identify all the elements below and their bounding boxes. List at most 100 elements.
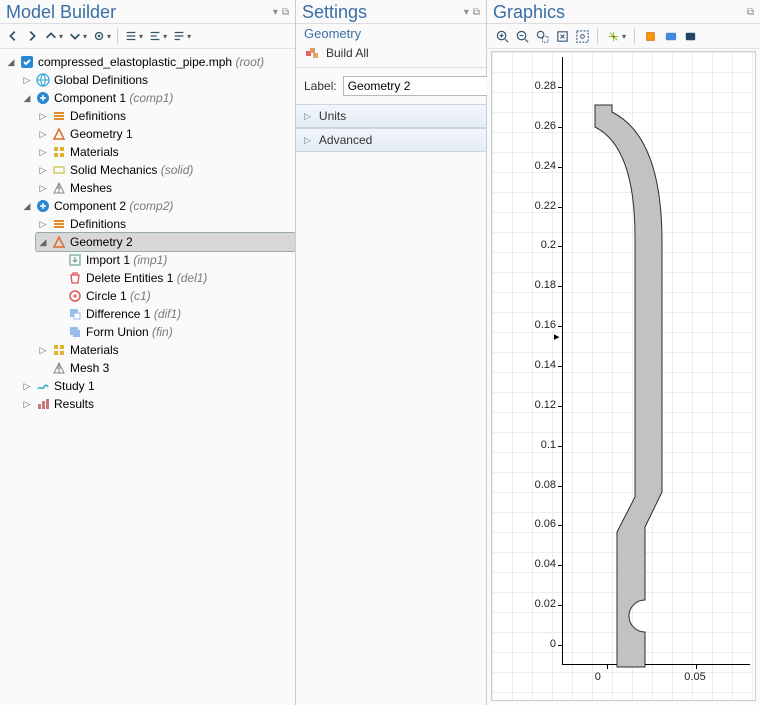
panel-close-icon[interactable]: ⧉ (747, 7, 754, 18)
dropdown-icon[interactable]: ▾ (187, 32, 191, 41)
collapse-toggle-icon[interactable]: ◢ (38, 233, 48, 251)
y-tick-label: 0.22 (520, 200, 556, 212)
model-tree[interactable]: ◢ compressed_elastoplastic_pipe.mph (roo… (0, 49, 295, 705)
y-tick-label: 0.1 (520, 439, 556, 451)
collapse-toggle-icon[interactable]: ◢ (22, 197, 32, 215)
collapse-toggle-icon[interactable]: ◢ (22, 89, 32, 107)
list-icon[interactable] (170, 27, 188, 45)
view-icon[interactable] (661, 27, 679, 45)
zoom-selected-icon[interactable] (573, 27, 591, 45)
build-all-button[interactable]: Build All (296, 43, 486, 68)
tree-label: Global Definitions (54, 71, 148, 89)
panel-close-icon[interactable]: ⧉ (473, 7, 480, 18)
model-builder-panel: Model Builder ▾ ⧉ ▾ ▾ ▾ ▾ ▾ ▾ ◢ (0, 0, 296, 705)
expand-toggle-icon[interactable]: ▷ (38, 125, 48, 143)
tree-definitions[interactable]: ▷Definitions (36, 215, 295, 233)
expand-toggle-icon[interactable]: ▷ (22, 71, 32, 89)
label-input[interactable] (343, 76, 508, 96)
y-tick-label: 0.16 (520, 319, 556, 331)
expand-toggle-icon[interactable]: ▷ (22, 377, 32, 395)
tree-geometry-1[interactable]: ▷ Geometry 1 (36, 125, 295, 143)
scene-icon[interactable] (681, 27, 699, 45)
collapse-toggle-icon[interactable]: ◢ (6, 53, 16, 71)
expand-toggle-icon[interactable]: ▷ (22, 395, 32, 413)
panel-dropdown-icon[interactable]: ▾ (273, 7, 278, 18)
tree-materials[interactable]: ▷Materials (36, 341, 295, 359)
tree-study-1[interactable]: ▷ Study 1 (20, 377, 295, 395)
tree-definitions[interactable]: ▷Definitions (36, 107, 295, 125)
tree-label: Form Union (fin) (86, 323, 173, 341)
graphics-canvas[interactable]: 0.280.260.240.220.20.180.160.140.120.10.… (491, 51, 756, 701)
dropdown-icon[interactable]: ▾ (163, 32, 167, 41)
tree-label: Circle 1 (c1) (86, 287, 151, 305)
select-icon[interactable] (641, 27, 659, 45)
build-all-icon (304, 45, 320, 61)
y-tick-label: 0.14 (520, 359, 556, 371)
tree-form-union[interactable]: Form Union (fin) (52, 323, 295, 341)
section-advanced[interactable]: ▷ Advanced (296, 128, 486, 152)
tree-label: Study 1 (54, 377, 95, 395)
dropdown-icon[interactable]: ▾ (107, 32, 111, 41)
geometry-shape (577, 62, 756, 682)
definitions-icon (51, 216, 67, 232)
tree-label: Delete Entities 1 (del1) (86, 269, 207, 287)
zoom-extents-icon[interactable] (553, 27, 571, 45)
dropdown-icon[interactable]: ▾ (622, 32, 626, 41)
tree-circle-1[interactable]: Circle 1 (c1) (52, 287, 295, 305)
y-tick-label: 0.28 (520, 80, 556, 92)
graphics-header: Graphics ⧉ (487, 0, 760, 24)
tree-root[interactable]: ◢ compressed_elastoplastic_pipe.mph (roo… (4, 53, 295, 71)
expand-icon[interactable] (146, 27, 164, 45)
tree-solid-mechanics[interactable]: ▷Solid Mechanics (solid) (36, 161, 295, 179)
tree-label: Geometry 1 (70, 125, 133, 143)
model-icon (19, 54, 35, 70)
expand-toggle-icon[interactable]: ▷ (38, 161, 48, 179)
results-icon (35, 396, 51, 412)
down-icon[interactable] (66, 27, 84, 45)
show-icon[interactable] (90, 27, 108, 45)
graphics-toolbar: ▾ (487, 24, 760, 49)
tree-component-1[interactable]: ◢ Component 1 (comp1) (20, 89, 295, 107)
dropdown-icon[interactable]: ▾ (59, 32, 63, 41)
tree-geometry-2[interactable]: ◢ Geometry 2 (36, 233, 295, 251)
dropdown-icon[interactable]: ▾ (83, 32, 87, 41)
tree-label: Component 2 (comp2) (54, 197, 173, 215)
tree-meshes[interactable]: ▷Meshes (36, 179, 295, 197)
zoom-out-icon[interactable] (513, 27, 531, 45)
expand-toggle-icon[interactable]: ▷ (38, 143, 48, 161)
up-icon[interactable] (42, 27, 60, 45)
axis-marker-icon: ▸ (554, 330, 560, 343)
tree-difference-1[interactable]: Difference 1 (dif1) (52, 305, 295, 323)
expand-toggle-icon[interactable]: ▷ (38, 341, 48, 359)
tree-materials[interactable]: ▷Materials (36, 143, 295, 161)
settings-header: Settings ▾ ⧉ (296, 0, 486, 24)
geometry-icon (51, 234, 67, 250)
tree-mesh-3[interactable]: Mesh 3 (36, 359, 295, 377)
expand-toggle-icon[interactable]: ▷ (38, 179, 48, 197)
section-units[interactable]: ▷ Units (296, 104, 486, 128)
collapse-icon[interactable] (122, 27, 140, 45)
rotate-icon[interactable] (604, 27, 622, 45)
zoom-box-icon[interactable] (533, 27, 551, 45)
globe-icon (35, 72, 51, 88)
y-tick-label: 0.12 (520, 399, 556, 411)
forward-icon[interactable] (23, 27, 41, 45)
expand-toggle-icon[interactable]: ▷ (38, 215, 48, 233)
tree-label: Difference 1 (dif1) (86, 305, 181, 323)
tree-delete-entities[interactable]: Delete Entities 1 (del1) (52, 269, 295, 287)
circle-icon (67, 288, 83, 304)
dropdown-icon[interactable]: ▾ (139, 32, 143, 41)
y-tick-label: 0.04 (520, 558, 556, 570)
expand-toggle-icon[interactable]: ▷ (38, 107, 48, 125)
model-builder-header: Model Builder ▾ ⧉ (0, 0, 295, 24)
tree-import-1[interactable]: Import 1 (imp1) (52, 251, 295, 269)
tree-results[interactable]: ▷Results (20, 395, 295, 413)
label-field-row: Label: (296, 68, 486, 104)
back-icon[interactable] (4, 27, 22, 45)
zoom-in-icon[interactable] (493, 27, 511, 45)
union-icon (67, 324, 83, 340)
panel-close-icon[interactable]: ⧉ (282, 7, 289, 18)
panel-dropdown-icon[interactable]: ▾ (464, 7, 469, 18)
tree-component-2[interactable]: ◢ Component 2 (comp2) (20, 197, 295, 215)
tree-global-definitions[interactable]: ▷ Global Definitions (20, 71, 295, 89)
